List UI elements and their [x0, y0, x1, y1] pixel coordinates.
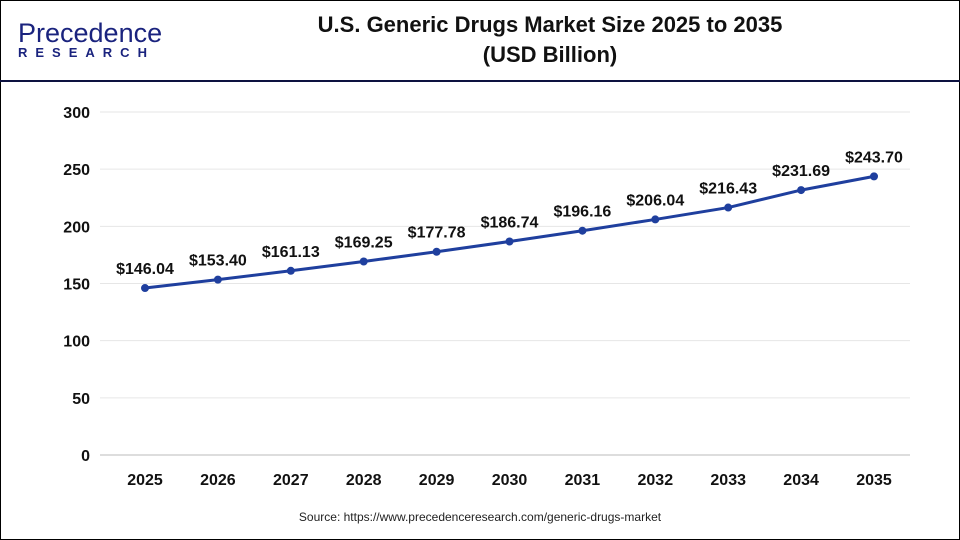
x-tick-label: 2034	[783, 472, 819, 489]
x-tick-label: 2033	[710, 472, 746, 489]
data-label: $146.04	[116, 261, 174, 278]
data-point	[359, 257, 368, 266]
y-tick-label: 250	[63, 162, 90, 179]
data-label: $216.43	[699, 181, 757, 198]
data-point	[505, 237, 514, 246]
logo: Precedence RESEARCH	[18, 20, 162, 60]
y-tick-label: 200	[63, 219, 90, 236]
x-tick-label: 2025	[127, 472, 163, 489]
data-label: $177.78	[408, 225, 466, 242]
data-label: $196.16	[553, 204, 611, 221]
x-tick-label: 2031	[565, 472, 601, 489]
data-point	[797, 186, 806, 195]
chart-title: U.S. Generic Drugs Market Size 2025 to 2…	[250, 10, 850, 70]
y-tick-label: 150	[63, 277, 90, 294]
x-tick-label: 2027	[273, 472, 309, 489]
logo-line2: RESEARCH	[18, 45, 155, 60]
data-point	[724, 203, 733, 212]
data-point	[141, 284, 149, 293]
data-point	[286, 266, 295, 275]
data-point	[432, 247, 441, 256]
logo-line1: Precedence	[18, 18, 163, 48]
data-point	[213, 275, 222, 284]
y-tick-label: 300	[63, 105, 90, 122]
data-label: $231.69	[772, 163, 830, 180]
data-point	[651, 215, 660, 224]
title-line1: U.S. Generic Drugs Market Size 2025 to 2…	[317, 12, 783, 37]
data-label: $169.25	[335, 234, 393, 251]
x-tick-label: 2029	[419, 472, 455, 489]
y-tick-label: 50	[72, 391, 90, 408]
data-label: $153.40	[189, 253, 247, 270]
series-line	[144, 174, 875, 290]
x-tick-label: 2035	[856, 472, 892, 489]
y-tick-label: 0	[81, 448, 90, 465]
y-tick-label: 100	[63, 334, 90, 351]
data-label: $161.13	[262, 244, 320, 261]
x-tick-label: 2032	[638, 472, 674, 489]
data-point	[578, 226, 587, 235]
data-label: $206.04	[626, 192, 684, 209]
data-point	[870, 172, 878, 181]
header-divider	[0, 80, 960, 82]
x-tick-label: 2030	[492, 472, 528, 489]
title-line2: (USD Billion)	[482, 42, 618, 67]
x-tick-label: 2026	[200, 472, 236, 489]
x-tick-label: 2028	[346, 472, 382, 489]
source-text: Source: https://www.precedenceresearch.c…	[298, 510, 662, 524]
data-label: $243.70	[845, 149, 903, 166]
data-label: $186.74	[481, 214, 539, 231]
